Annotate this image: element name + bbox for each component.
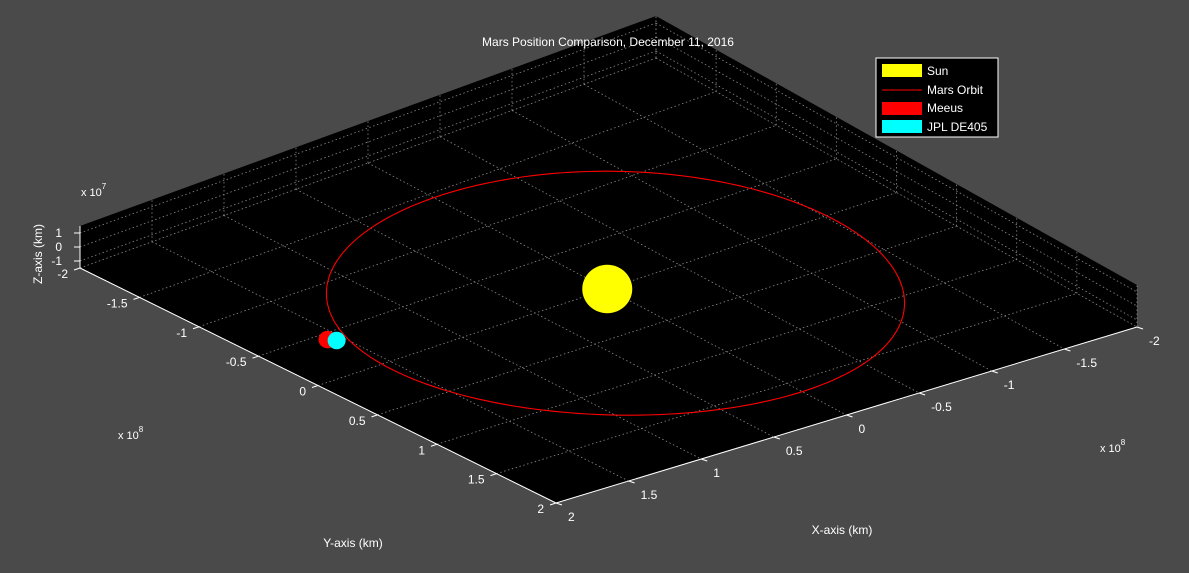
x-tick-mark bbox=[773, 436, 781, 440]
grid-line-x bbox=[258, 158, 837, 357]
grid-line-y bbox=[439, 136, 920, 394]
legend-label-mars-orbit: Mars Orbit bbox=[927, 83, 984, 97]
x-tick-label: -1.5 bbox=[1076, 356, 1097, 370]
y-tick-label: -2 bbox=[57, 267, 68, 281]
legend-swatch-sun bbox=[882, 64, 922, 77]
z-tick-label: 0 bbox=[55, 240, 62, 254]
legend-swatch-meeus bbox=[882, 102, 922, 115]
y-tick-mark bbox=[311, 385, 319, 388]
y-axis-label: Y-axis (km) bbox=[323, 536, 383, 550]
grid-line-y bbox=[151, 241, 629, 482]
x-tick-mark bbox=[628, 480, 635, 484]
z-exponent-label: x 107 bbox=[81, 182, 107, 199]
grid-line-x bbox=[496, 292, 1077, 475]
y-tick-label: -1.5 bbox=[107, 296, 128, 310]
mars-orbit-line bbox=[325, 170, 906, 416]
y-tick-mark bbox=[371, 414, 378, 418]
point-sun bbox=[582, 264, 633, 314]
tick-labels: -2 -1.5 -1 -0.5 0 0.5 1 1.5 2 -2 -1.5 -1 -0.5 0 0.5 1 1.… bbox=[51, 226, 1160, 524]
x-tick-mark bbox=[1136, 326, 1144, 330]
y-tick-label: -0.5 bbox=[226, 355, 247, 369]
x-tick-label: 1 bbox=[713, 466, 720, 480]
chart-title: Mars Position Comparison, December 11, 2… bbox=[482, 35, 734, 49]
z-tick-label: 1 bbox=[55, 226, 62, 240]
z-tick-label: -1 bbox=[51, 254, 62, 268]
y-tick-mark bbox=[490, 473, 497, 477]
z-axis-label: Z-axis (km) bbox=[31, 224, 45, 284]
x-tick-label: 1.5 bbox=[641, 488, 658, 502]
y-tick-label: 1 bbox=[418, 443, 425, 457]
legend: Sun Mars Orbit Meeus JPL DE405 bbox=[875, 57, 999, 138]
x-tick-mark bbox=[991, 370, 998, 374]
plot-marks bbox=[318, 170, 906, 416]
x-tick-label: -2 bbox=[1149, 334, 1160, 348]
y-tick-mark bbox=[430, 443, 438, 447]
y-tick-label: 1.5 bbox=[468, 473, 485, 487]
y-tick-label: -1 bbox=[176, 326, 187, 340]
grid-line-y bbox=[223, 215, 702, 460]
x-axis-label: X-axis (km) bbox=[812, 523, 873, 537]
x-tick-mark bbox=[555, 502, 563, 506]
x-tick-label: 0.5 bbox=[786, 444, 803, 458]
y-tick-mark bbox=[73, 267, 81, 271]
y-tick-label: 0 bbox=[299, 385, 306, 399]
y-tick-mark bbox=[133, 296, 140, 300]
x-tick-label: -1 bbox=[1004, 378, 1015, 392]
x-exponent-label: x 108 bbox=[1100, 438, 1126, 455]
legend-label-meeus: Meeus bbox=[927, 101, 963, 115]
y-tick-mark bbox=[549, 502, 557, 506]
y-tick-mark bbox=[192, 326, 200, 330]
grid-line-x bbox=[377, 225, 957, 416]
y-tick-label: 0.5 bbox=[349, 414, 366, 428]
x-tick-mark bbox=[846, 414, 853, 418]
legend-label-jpl: JPL DE405 bbox=[927, 120, 988, 134]
y-tick-label: 2 bbox=[537, 502, 544, 516]
x-tick-label: -0.5 bbox=[931, 400, 952, 414]
x-tick-label: 0 bbox=[859, 422, 866, 436]
grid-lines bbox=[79, 16, 1138, 504]
y-exponent-label: x 108 bbox=[118, 425, 144, 442]
point-jpl-de405 bbox=[327, 331, 346, 350]
x-tick-mark bbox=[1064, 348, 1071, 352]
grid-line-y bbox=[511, 110, 992, 372]
x-tick-mark bbox=[701, 458, 708, 462]
legend-label-sun: Sun bbox=[927, 64, 948, 78]
grid-line-y bbox=[583, 83, 1065, 350]
grid-line-x bbox=[436, 259, 1017, 445]
x-tick-mark bbox=[918, 392, 926, 396]
legend-swatch-jpl bbox=[882, 120, 922, 133]
x-tick-label: 2 bbox=[568, 510, 575, 524]
y-tick-mark bbox=[252, 355, 259, 359]
